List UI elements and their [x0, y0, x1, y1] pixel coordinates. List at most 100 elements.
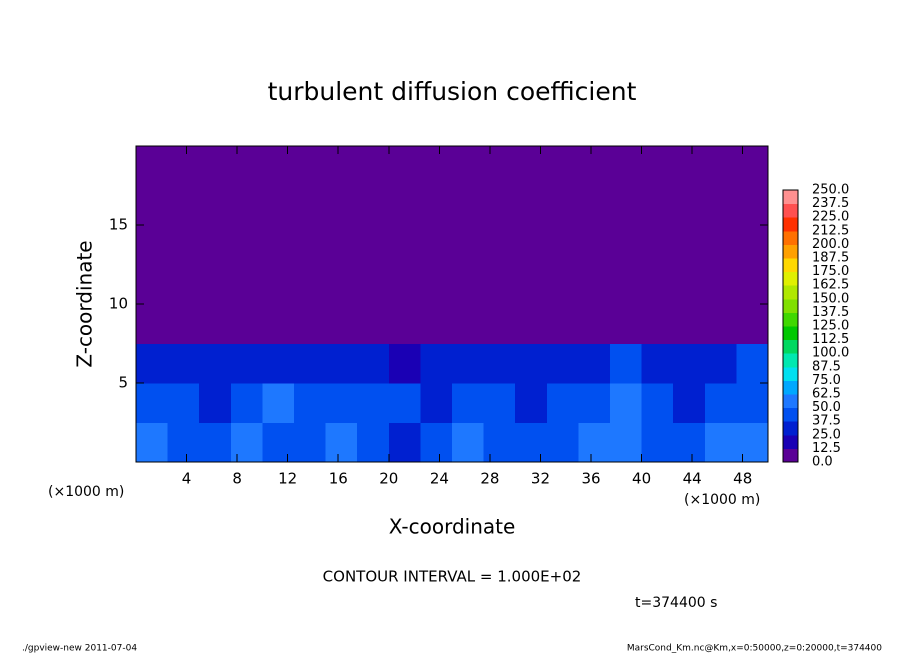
heat-cell: [673, 225, 706, 265]
heat-cell: [167, 146, 200, 186]
colorbar-label: 250.0: [812, 183, 849, 198]
heat-cell: [420, 146, 453, 186]
heat-cell: [262, 185, 295, 226]
heat-cell: [357, 146, 390, 186]
colorbar-band: [783, 394, 798, 409]
heat-cell: [704, 383, 737, 423]
colorbar-band: [783, 203, 798, 218]
heat-cell: [515, 343, 548, 384]
heat-cell: [230, 185, 263, 226]
heat-cell: [199, 264, 232, 305]
heat-cell: [294, 343, 327, 384]
heat-cell: [610, 422, 643, 463]
heat-cell: [357, 422, 390, 463]
heat-cell: [515, 383, 548, 423]
heat-cell: [136, 185, 169, 226]
heat-cell: [420, 304, 453, 344]
heat-cell: [610, 185, 643, 226]
colorbar-label: 175.0: [812, 264, 849, 279]
heat-cell: [357, 264, 390, 305]
heat-cell: [515, 146, 548, 186]
heat-cell: [704, 304, 737, 344]
heat-cell: [325, 225, 358, 265]
heat-cell: [546, 185, 579, 226]
heat-cell: [230, 264, 263, 305]
heat-cell: [578, 264, 611, 305]
heat-cell: [262, 225, 295, 265]
x-tick-label: 20: [379, 470, 398, 488]
heat-cell: [136, 304, 169, 344]
heat-cell: [673, 304, 706, 344]
heat-cell: [736, 225, 769, 265]
colorbar-band: [783, 407, 798, 422]
x-unit-label: (×1000 m): [684, 492, 760, 508]
heat-cell: [167, 383, 200, 423]
heat-cell: [136, 383, 169, 423]
heat-cell: [325, 422, 358, 463]
heat-cell: [736, 422, 769, 463]
colorbar-label: 237.5: [812, 196, 849, 211]
heat-cell: [641, 146, 674, 186]
heat-cell: [136, 422, 169, 463]
colorbar-label: 100.0: [812, 346, 849, 361]
heat-cell: [325, 304, 358, 344]
heat-cell: [325, 264, 358, 305]
y-axis-label: Z-coordinate: [73, 240, 97, 367]
time-annotation: t=374400 s: [635, 595, 717, 611]
heat-cell: [294, 304, 327, 344]
heat-cell: [199, 383, 232, 423]
heat-cell: [452, 422, 485, 463]
colorbar-label: 137.5: [812, 305, 849, 320]
colorbar-label: 150.0: [812, 291, 849, 306]
heat-cell: [483, 225, 516, 265]
heat-cell: [673, 264, 706, 305]
colorbar-band: [783, 230, 798, 245]
heat-cell: [546, 146, 579, 186]
heat-cell: [262, 146, 295, 186]
colorbar-label: 62.5: [812, 387, 841, 402]
heat-cell: [357, 383, 390, 423]
heat-cell: [325, 383, 358, 423]
colorbar-band: [783, 217, 798, 232]
heat-cell: [515, 422, 548, 463]
y-tick-label: 5: [118, 374, 128, 392]
heat-cell: [452, 225, 485, 265]
colorbar-label: 187.5: [812, 251, 849, 266]
heat-cell: [167, 343, 200, 384]
heat-cell: [704, 225, 737, 265]
heat-cell: [325, 343, 358, 384]
colorbar-label: 112.5: [812, 332, 849, 347]
heat-cell: [294, 185, 327, 226]
colorbar-band: [783, 258, 798, 273]
heat-cell: [136, 146, 169, 186]
heat-cell: [136, 225, 169, 265]
heat-cell: [641, 422, 674, 463]
heat-cell: [136, 264, 169, 305]
heat-cell: [199, 146, 232, 186]
heat-cell: [325, 146, 358, 186]
heat-cell: [294, 422, 327, 463]
heat-cell: [546, 264, 579, 305]
colorbar-band: [783, 353, 798, 368]
colorbar-label: 50.0: [812, 400, 841, 415]
heat-cell: [610, 304, 643, 344]
colorbar-label: 200.0: [812, 237, 849, 252]
heat-cell: [420, 422, 453, 463]
heat-cell: [167, 225, 200, 265]
contour-interval: CONTOUR INTERVAL = 1.000E+02: [323, 568, 582, 586]
heat-cell: [388, 304, 421, 344]
heat-cell: [262, 264, 295, 305]
colorbar-band: [783, 366, 798, 381]
heat-cell: [230, 225, 263, 265]
heat-cell: [325, 185, 358, 226]
heat-cell: [199, 225, 232, 265]
heat-cell: [420, 343, 453, 384]
colorbar-band: [783, 271, 798, 286]
heat-cell: [420, 185, 453, 226]
heat-cell: [357, 343, 390, 384]
x-tick-label: 40: [632, 470, 651, 488]
heat-cell: [262, 343, 295, 384]
heat-cell: [388, 185, 421, 226]
heat-cell: [420, 225, 453, 265]
colorbar-frame: [782, 189, 799, 463]
